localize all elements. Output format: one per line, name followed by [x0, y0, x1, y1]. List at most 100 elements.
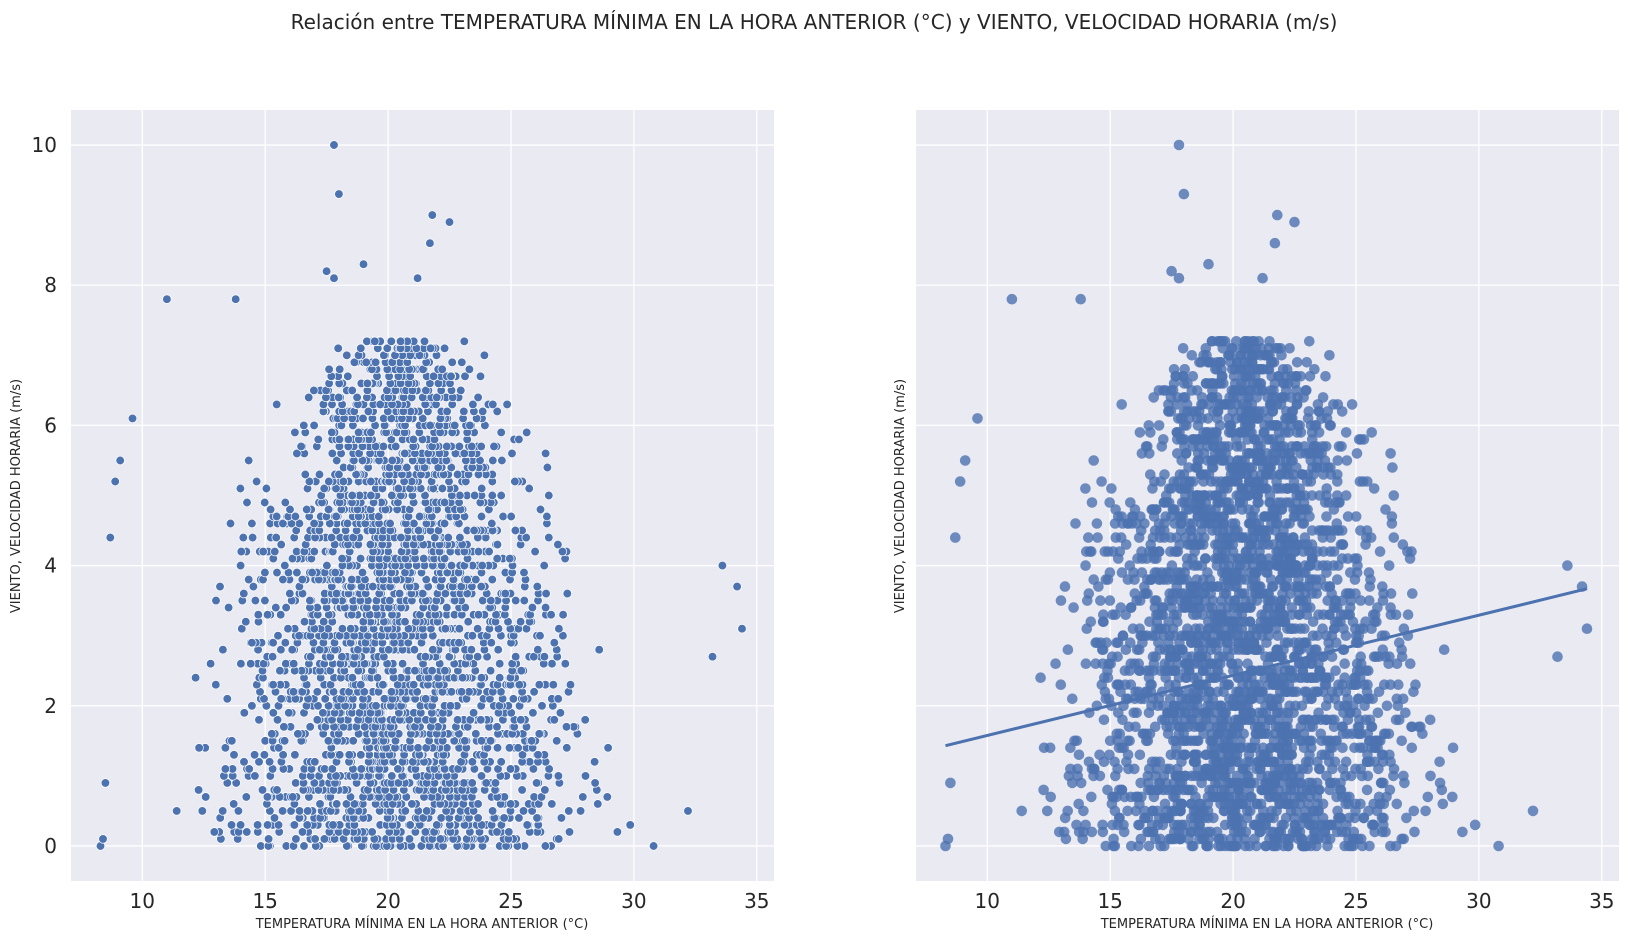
regplot-point — [1071, 735, 1083, 747]
scatter-point — [303, 806, 313, 816]
y-tick-label: 10 — [32, 133, 57, 157]
scatter-point — [407, 799, 417, 809]
scatter-point — [732, 581, 742, 592]
regplot-point — [1068, 602, 1079, 613]
scatter-point — [290, 427, 300, 438]
scatter-point — [414, 511, 425, 522]
regplot-point — [1385, 588, 1397, 599]
scatter-point — [554, 624, 564, 634]
scatter-point — [425, 343, 436, 353]
scatter-point — [229, 799, 239, 809]
scatter-point — [362, 336, 372, 346]
regplot-point — [1406, 742, 1418, 754]
scatter-point — [409, 518, 419, 529]
scatter-point — [737, 624, 747, 634]
regplot-point — [1095, 595, 1106, 606]
regplot-point — [1122, 805, 1133, 817]
regplot-point — [1376, 777, 1387, 789]
scatter-point — [476, 441, 486, 452]
scatter-point — [239, 588, 249, 599]
regplot-point — [1108, 833, 1119, 845]
scatter-point — [319, 834, 330, 844]
scatter-point — [425, 238, 435, 248]
scatter-point — [310, 757, 320, 767]
scatter-point — [321, 266, 332, 276]
scatter-point — [487, 806, 498, 816]
regplot-point — [1102, 784, 1113, 796]
regplot-point — [1133, 658, 1144, 669]
scatter-point — [238, 532, 248, 543]
scatter-point — [443, 532, 453, 543]
scatter-point — [445, 701, 456, 711]
scatter-point — [260, 567, 270, 578]
scatter-point — [447, 357, 457, 367]
scatter-point — [272, 785, 282, 795]
regplot-point — [1393, 679, 1404, 690]
scatter-point — [487, 518, 497, 529]
scatter-point — [561, 722, 572, 732]
scatter-point — [300, 469, 310, 480]
scatter-point — [522, 820, 532, 830]
regplot-point — [1242, 658, 1253, 669]
scatter-point — [469, 490, 480, 501]
regplot-point — [1055, 595, 1067, 606]
scatter-point — [327, 427, 337, 438]
scatter-point — [519, 567, 529, 578]
scatter-point — [235, 820, 246, 830]
scatter-point — [379, 694, 390, 704]
regplot-point — [1073, 798, 1084, 810]
regplot-point — [1315, 728, 1327, 740]
regplot-point — [1379, 679, 1390, 690]
regplot-point — [1065, 763, 1076, 775]
scatter-point — [162, 294, 172, 304]
scatter-point — [452, 715, 463, 725]
scatter-point — [327, 448, 337, 459]
scatter-point — [105, 532, 115, 543]
scatter-point — [589, 757, 600, 767]
scatter-point — [400, 448, 410, 459]
scatter-point — [98, 834, 108, 844]
regplot-point — [1349, 742, 1360, 754]
scatter-point — [508, 694, 519, 704]
scatter-point — [400, 617, 410, 627]
scatter-point — [356, 764, 366, 774]
scatter-point — [707, 652, 718, 662]
scatter-point — [268, 680, 278, 690]
scatter-point — [209, 827, 219, 837]
scatter-point — [479, 350, 490, 360]
scatter-point — [602, 792, 612, 802]
scatter-point — [310, 834, 320, 844]
scatter-point — [297, 827, 308, 837]
scatter-point — [324, 476, 334, 487]
scatter-point — [393, 483, 404, 494]
scatter-point — [466, 645, 477, 655]
regplot-point — [1215, 700, 1227, 712]
left-y-axis-label: VIENTO, VELOCIDAD HORARIA (m/s) — [9, 379, 24, 613]
scatter-point — [514, 813, 524, 823]
left-points-layer — [95, 140, 747, 851]
scatter-point — [412, 273, 423, 283]
scatter-point — [506, 511, 516, 522]
regplot-point — [1363, 567, 1375, 578]
scatter-point — [366, 476, 376, 487]
scatter-point — [283, 624, 293, 634]
regplot-point — [1080, 658, 1092, 669]
scatter-point — [477, 560, 487, 571]
scatter-point — [271, 602, 281, 613]
scatter-point — [578, 792, 588, 802]
scatter-point — [428, 645, 438, 655]
regplot-point — [1336, 553, 1348, 564]
regplot-point — [1402, 609, 1414, 620]
scatter-point — [285, 588, 295, 599]
scatter-point — [353, 427, 364, 438]
regplot-point — [1457, 826, 1468, 838]
regplot-point — [1332, 574, 1343, 585]
scatter-point — [262, 792, 273, 802]
scatter-point — [335, 750, 345, 760]
scatter-point — [346, 624, 356, 634]
scatter-point — [241, 617, 251, 627]
scatter-point — [492, 553, 502, 564]
regplot-point — [1091, 637, 1103, 648]
